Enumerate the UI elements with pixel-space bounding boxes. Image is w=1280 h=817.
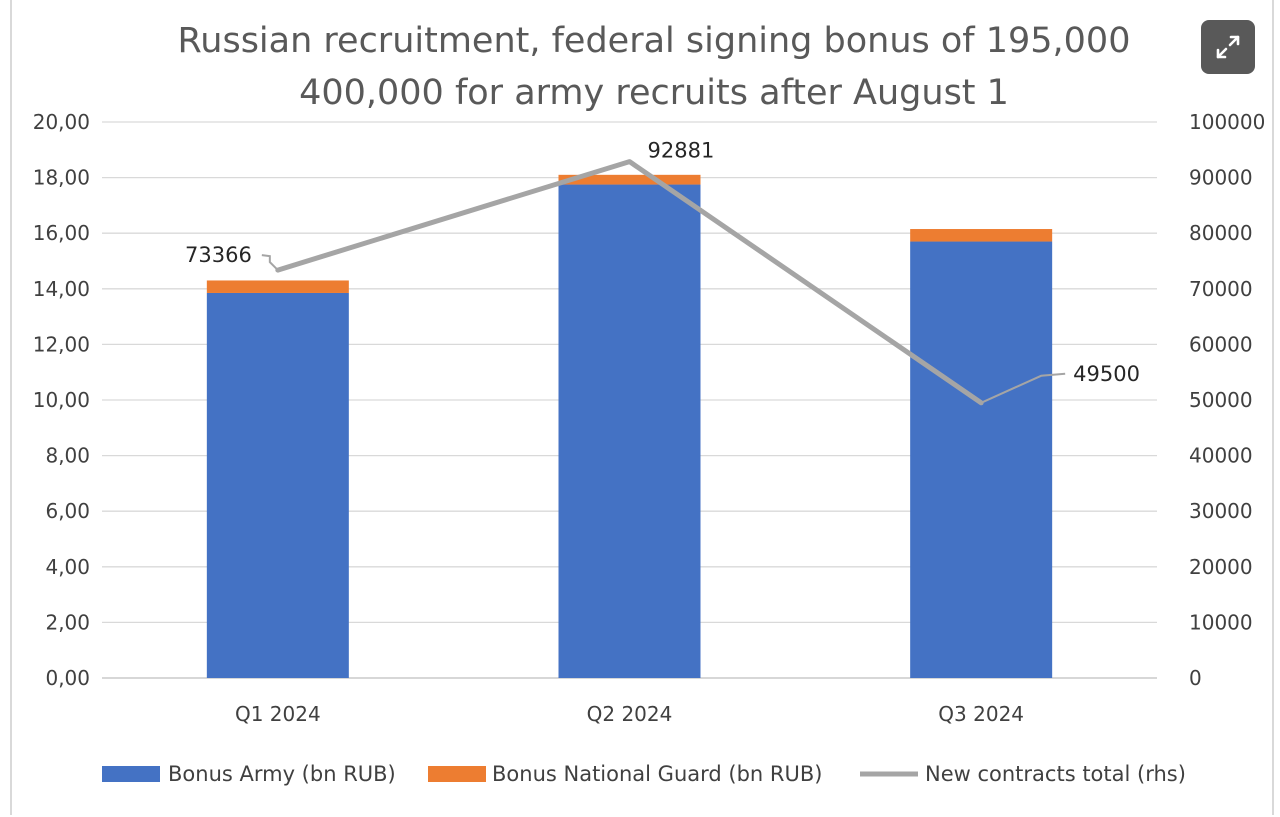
left-tick-label: 8,00 — [45, 444, 90, 468]
legend-label: New contracts total (rhs) — [925, 762, 1186, 786]
legend-swatch — [428, 766, 486, 782]
data-label: 92881 — [648, 139, 715, 163]
right-tick-label: 20000 — [1189, 555, 1253, 579]
bar-national-guard — [558, 174, 701, 185]
chart-title-line: Russian recruitment, federal signing bon… — [178, 21, 1131, 61]
right-tick-label: 10000 — [1189, 610, 1253, 634]
chart-title: Russian recruitment, federal signing bon… — [178, 21, 1131, 113]
right-tick-label: 70000 — [1189, 277, 1253, 301]
right-tick-label: 0 — [1189, 666, 1202, 690]
chart-frame: Russian recruitment, federal signing bon… — [10, 0, 1274, 815]
legend-label: Bonus Army (bn RUB) — [168, 762, 396, 786]
bar-army — [558, 184, 701, 679]
bar-army — [910, 241, 1053, 679]
right-tick-label: 50000 — [1189, 388, 1253, 412]
left-tick-label: 6,00 — [45, 499, 90, 523]
left-tick-label: 12,00 — [33, 332, 90, 356]
expand-button[interactable] — [1201, 20, 1255, 74]
bar-army — [206, 292, 349, 678]
category-label: Q1 2024 — [235, 702, 321, 726]
legend-label: Bonus National Guard (bn RUB) — [492, 762, 822, 786]
left-tick-label: 16,00 — [33, 221, 90, 245]
data-labels: 73366 92881 49500 — [185, 139, 1140, 404]
data-label: 49500 — [1073, 362, 1140, 386]
legend-swatch — [102, 766, 160, 782]
category-axis: Q1 2024 Q2 2024 Q3 2024 — [235, 702, 1024, 726]
right-tick-label: 30000 — [1189, 499, 1253, 523]
left-tick-label: 2,00 — [45, 610, 90, 634]
right-tick-label: 40000 — [1189, 444, 1253, 468]
right-tick-label: 100000 — [1189, 110, 1265, 134]
category-label: Q3 2024 — [938, 702, 1024, 726]
left-tick-label: 14,00 — [33, 277, 90, 301]
right-tick-label: 80000 — [1189, 221, 1253, 245]
data-label: 73366 — [185, 243, 252, 267]
left-tick-label: 10,00 — [33, 388, 90, 412]
chart: Russian recruitment, federal signing bon… — [33, 21, 1266, 786]
leader-line — [980, 372, 1066, 404]
left-axis: 0,00 2,00 4,00 6,00 8,00 10,00 12,00 14,00 16,00… — [33, 110, 90, 690]
left-tick-label: 0,00 — [45, 666, 90, 690]
left-tick-label: 18,00 — [33, 166, 90, 190]
line-new-contracts — [275, 159, 984, 406]
category-label: Q2 2024 — [587, 702, 673, 726]
bars — [206, 174, 1053, 679]
expand-arrows-icon — [1216, 35, 1240, 59]
right-tick-label: 60000 — [1189, 332, 1253, 356]
left-tick-label: 4,00 — [45, 555, 90, 579]
bar-national-guard — [206, 280, 349, 293]
right-axis: 0 10000 20000 30000 40000 50000 60000 70000 8000… — [1189, 110, 1265, 690]
bar-national-guard — [910, 229, 1053, 242]
right-tick-label: 90000 — [1189, 166, 1253, 190]
chart-title-line: 400,000 for army recruits after August 1 — [299, 73, 1009, 113]
legend: Bonus Army (bn RUB) Bonus National Guard … — [102, 762, 1186, 786]
leader-line — [261, 254, 279, 271]
left-tick-label: 20,00 — [33, 110, 90, 134]
line-series — [275, 159, 984, 406]
